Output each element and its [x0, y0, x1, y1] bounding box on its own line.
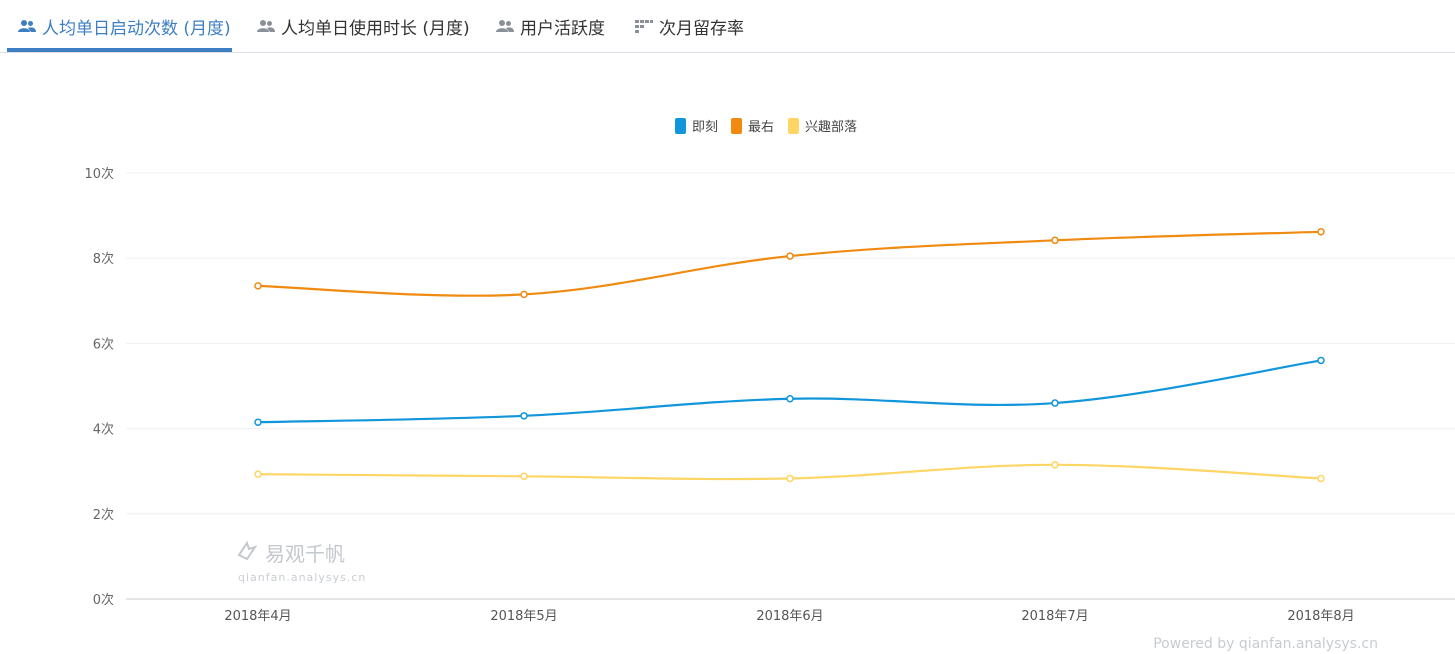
- tab-user-activity[interactable]: 用户活跃度: [496, 0, 605, 52]
- tab-label: 人均单日启动次数 (月度): [42, 18, 231, 39]
- legend-item[interactable]: 最右: [731, 118, 774, 135]
- watermark-url: qianfan.analysys.cn: [238, 571, 366, 584]
- tab-label: 次月留存率: [659, 18, 744, 39]
- data-point[interactable]: [786, 252, 794, 260]
- data-point[interactable]: [786, 474, 794, 483]
- y-tick-label: 4次: [93, 422, 114, 438]
- data-point[interactable]: [1051, 399, 1059, 407]
- y-tick-label: 10次: [84, 166, 114, 182]
- active-tab-indicator: [7, 48, 232, 52]
- tab-launch-count[interactable]: 人均单日启动次数 (月度): [18, 0, 231, 52]
- tab-usage-duration[interactable]: 人均单日使用时长 (月度): [257, 0, 470, 52]
- users-icon: [496, 20, 514, 32]
- x-tick-label: 2018年7月: [1021, 609, 1088, 624]
- series-line-1: [257, 359, 1322, 424]
- data-point[interactable]: [1051, 461, 1059, 469]
- data-point[interactable]: [254, 470, 262, 478]
- watermark: 易观千帆 qianfan.analysys.cn: [237, 540, 366, 584]
- users-icon: [18, 20, 36, 32]
- data-point[interactable]: [520, 472, 528, 481]
- y-tick-label: 6次: [93, 336, 114, 352]
- data-point[interactable]: [1317, 228, 1325, 236]
- users-icon: [257, 20, 275, 32]
- y-tick-label: 2次: [93, 507, 114, 523]
- legend-swatch: [731, 118, 742, 134]
- legend-swatch: [788, 118, 799, 134]
- powered-by-footer: Powered by qianfan.analysys.cn: [1153, 636, 1378, 652]
- series-line-2: [257, 230, 1322, 297]
- data-point[interactable]: [1051, 236, 1059, 245]
- x-tick-label: 2018年5月: [490, 609, 557, 624]
- tab-bar: 人均单日启动次数 (月度) 人均单日使用时长 (月度) 用户活跃度 次月留存率: [0, 0, 1455, 53]
- data-point[interactable]: [1317, 356, 1325, 365]
- tab-label: 用户活跃度: [520, 18, 605, 39]
- legend-item[interactable]: 即刻: [675, 118, 718, 135]
- x-tick-label: 2018年6月: [756, 609, 823, 624]
- legend-label: 即刻: [692, 120, 718, 135]
- y-tick-label: 0次: [93, 592, 114, 608]
- tab-retention-rate[interactable]: 次月留存率: [635, 0, 744, 52]
- tab-label: 人均单日使用时长 (月度): [281, 18, 470, 39]
- data-point[interactable]: [520, 290, 528, 299]
- grid-icon: [635, 20, 653, 33]
- y-tick-label: 8次: [93, 251, 114, 267]
- legend-label: 兴趣部落: [805, 120, 857, 135]
- data-point[interactable]: [254, 418, 262, 426]
- legend-swatch: [675, 118, 686, 134]
- x-tick-label: 2018年4月: [224, 609, 291, 624]
- data-point[interactable]: [254, 282, 262, 290]
- data-point[interactable]: [786, 395, 794, 403]
- x-tick-label: 2018年8月: [1287, 609, 1354, 624]
- data-point[interactable]: [520, 412, 528, 420]
- watermark-brand: 易观千帆: [265, 542, 345, 566]
- legend-label: 最右: [748, 120, 774, 135]
- data-point[interactable]: [1317, 474, 1325, 483]
- legend-item[interactable]: 兴趣部落: [788, 118, 857, 135]
- brand-logo-icon: [237, 540, 258, 561]
